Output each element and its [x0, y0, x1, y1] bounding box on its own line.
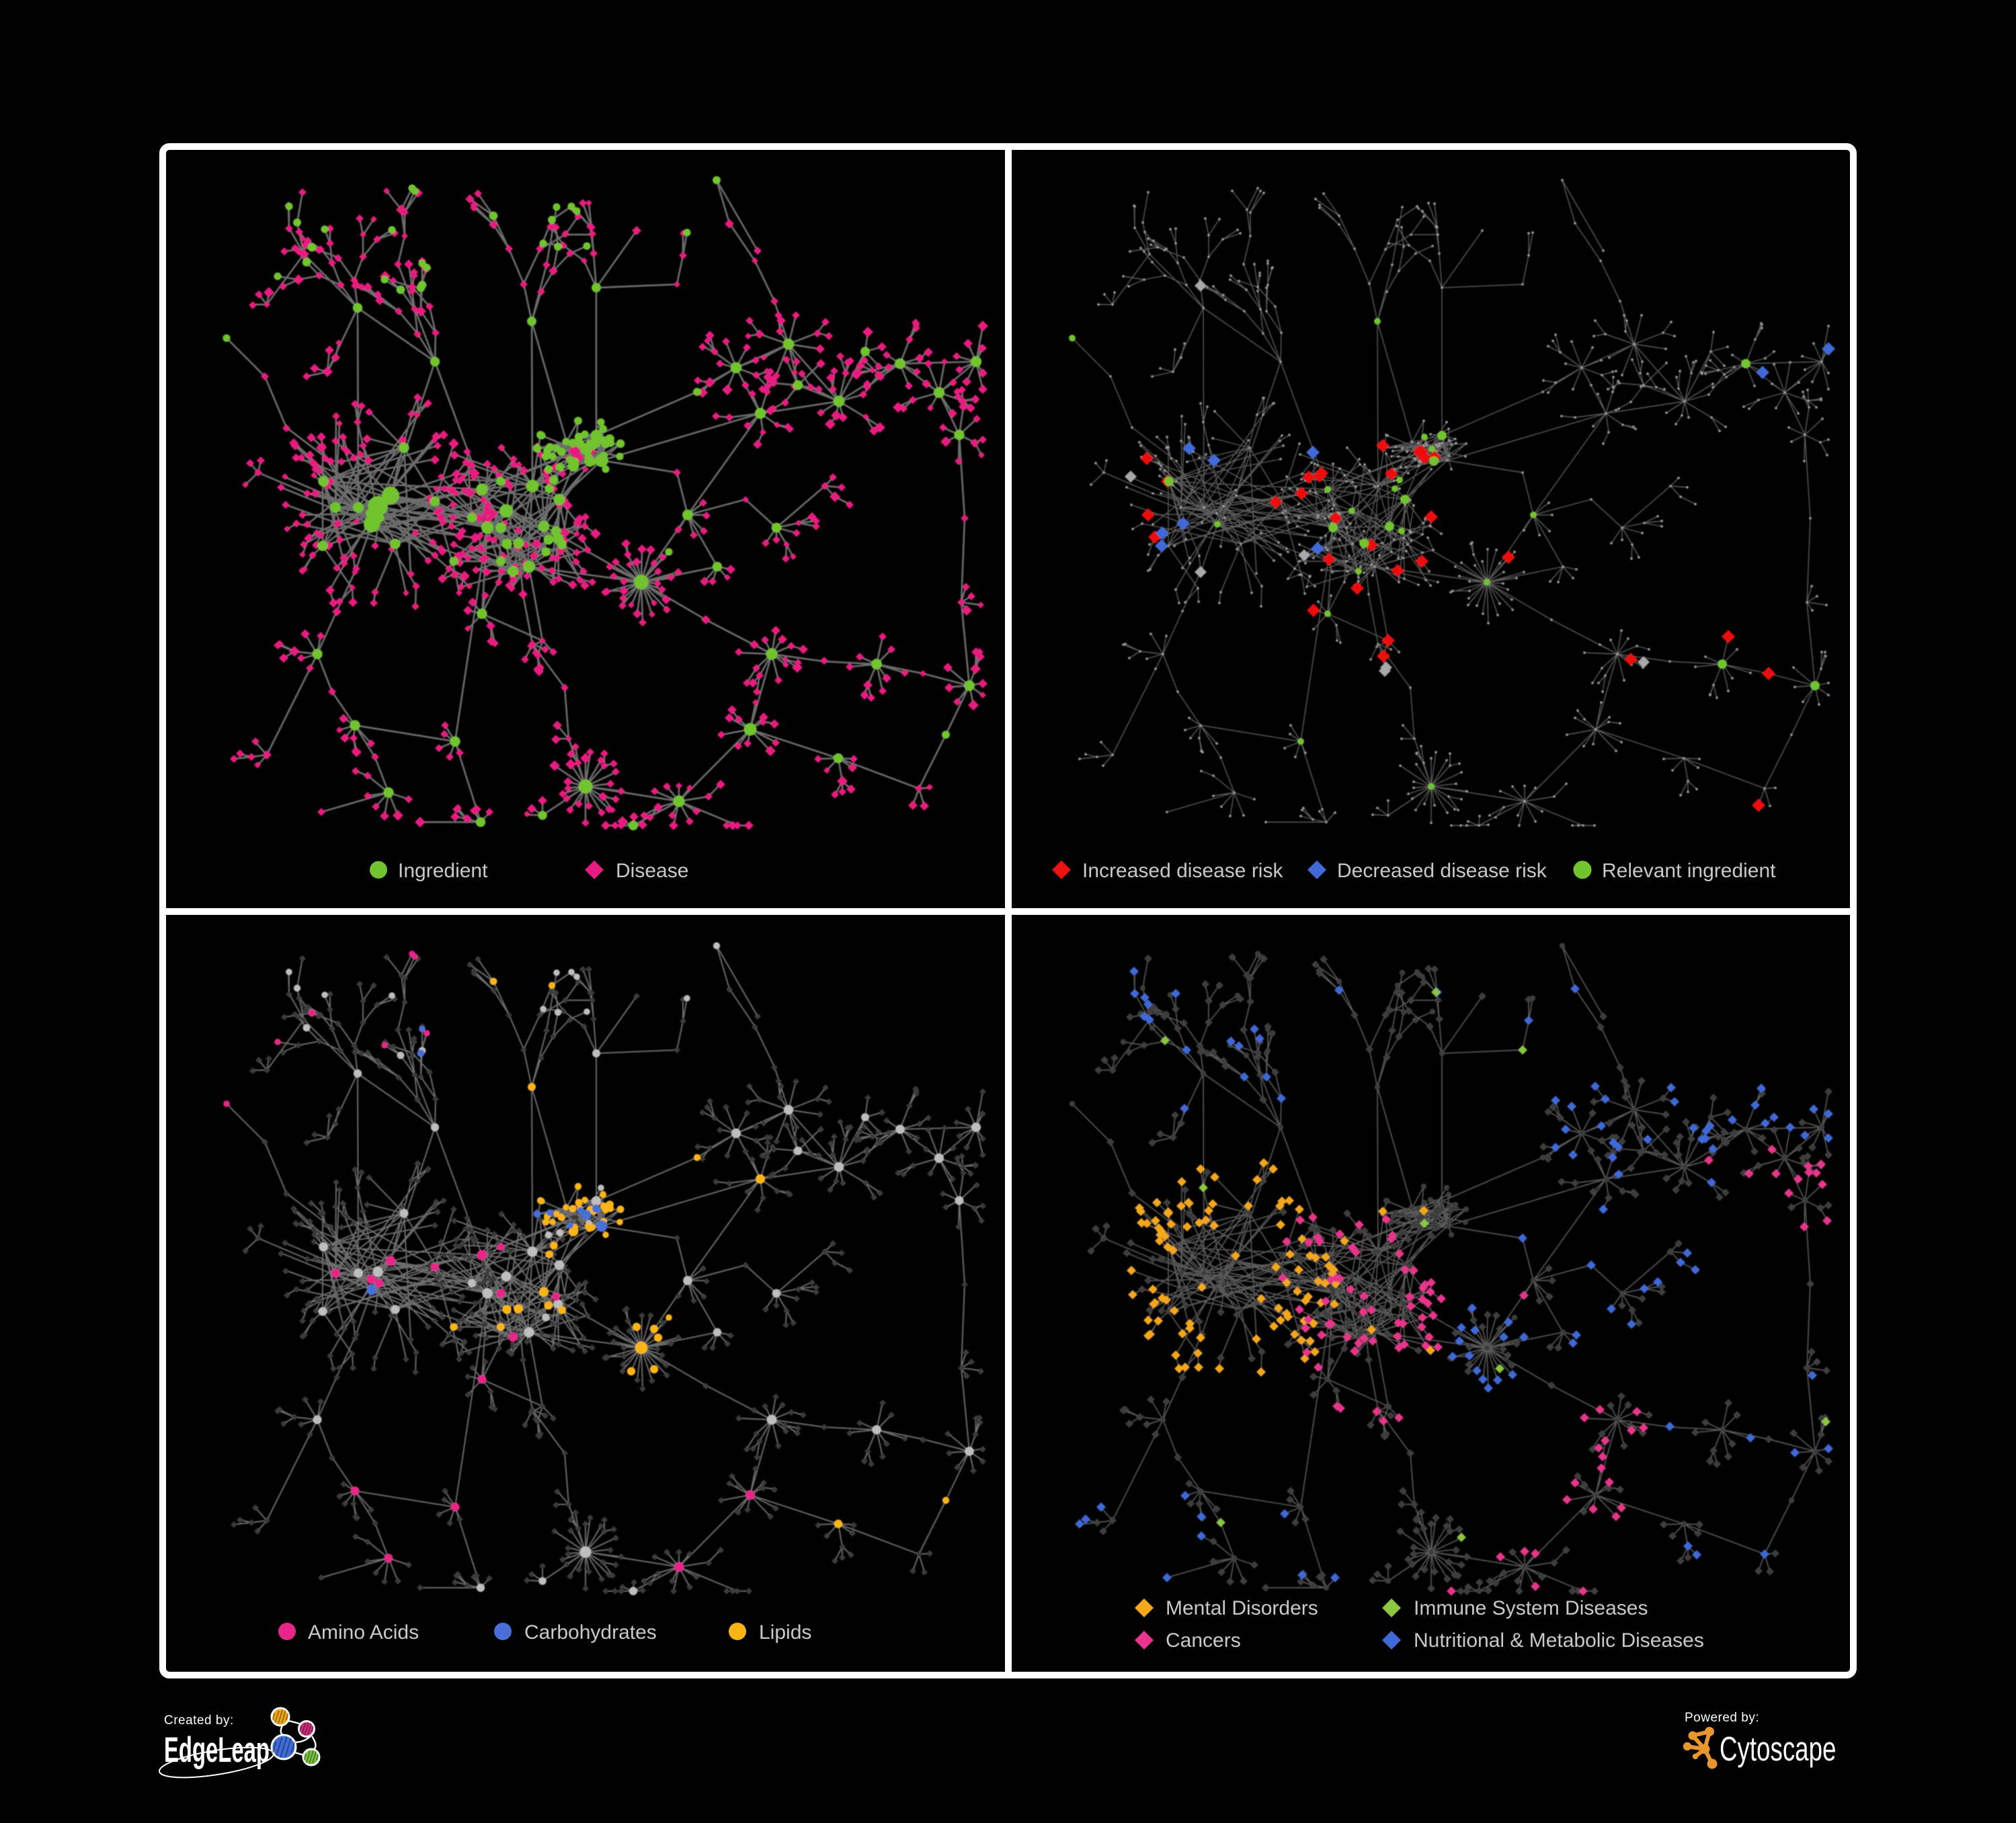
svg-text:Immune System Diseases: Immune System Diseases [1414, 1597, 1648, 1619]
svg-text:Carbohydrates: Carbohydrates [524, 1621, 657, 1644]
svg-text:Created by:: Created by: [164, 1713, 234, 1728]
svg-text:Amino Acids: Amino Acids [308, 1621, 419, 1644]
svg-text:Relevant ingredient: Relevant ingredient [1602, 860, 1776, 882]
svg-text:Disease: Disease [616, 860, 688, 882]
svg-text:Decreased disease risk: Decreased disease risk [1337, 860, 1547, 882]
svg-text:Ingredient: Ingredient [398, 860, 488, 882]
svg-text:Powered by:: Powered by: [1685, 1711, 1759, 1725]
svg-text:Cytoscape: Cytoscape [1720, 1730, 1836, 1768]
svg-text:Cancers: Cancers [1166, 1629, 1241, 1652]
svg-text:Lipids: Lipids [759, 1621, 811, 1644]
svg-text:Increased disease risk: Increased disease risk [1082, 860, 1283, 882]
svg-text:Nutritional & Metabolic Diseas: Nutritional & Metabolic Diseases [1414, 1629, 1704, 1652]
svg-text:Mental Disorders: Mental Disorders [1166, 1597, 1318, 1619]
